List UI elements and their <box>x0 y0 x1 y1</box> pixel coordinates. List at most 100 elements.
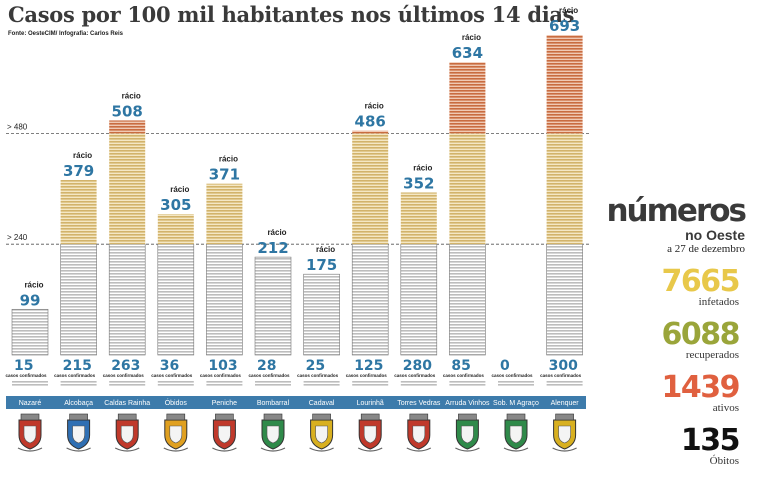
bar-segment-low <box>11 308 49 356</box>
ratio-value: 175 <box>306 256 337 274</box>
bar-segment-low <box>157 243 195 356</box>
confirmed-value: 263 <box>111 358 140 374</box>
confirmed-value: 85 <box>451 358 470 374</box>
ratio-value: 693 <box>549 17 580 35</box>
ratio-caption: rácio <box>73 151 92 160</box>
confirmed-value: 300 <box>549 358 578 374</box>
confirmed-label: casos confirmados <box>443 373 485 378</box>
ratio-caption: rácio <box>559 6 578 15</box>
threshold-label: > 240 <box>7 233 28 242</box>
confirmed-value: 215 <box>63 358 92 374</box>
peniche-crest-icon <box>212 413 237 452</box>
ratio-caption: rácio <box>462 33 481 42</box>
municipality-label: Peniche <box>212 400 237 407</box>
confirmed-value: 28 <box>257 358 276 374</box>
stat-active-label: ativos <box>712 402 739 414</box>
baseline-stripe <box>60 380 97 386</box>
ratio-caption: rácio <box>122 91 141 100</box>
baseline-stripe <box>157 380 194 386</box>
sobral-crest-icon <box>503 413 529 452</box>
bar-segment-mid <box>157 214 194 245</box>
ratio-caption: rácio <box>365 102 384 111</box>
confirmed-label: casos confirmados <box>103 373 145 378</box>
bar-segment-high <box>109 120 146 134</box>
confirmed-label: casos confirmados <box>200 373 242 378</box>
bar-segment-mid <box>400 192 437 245</box>
municipality-label: Caldas Rainha <box>104 400 150 407</box>
confirmed-value: 25 <box>306 358 325 374</box>
obidos-crest-icon <box>163 413 189 452</box>
threshold-label: > 480 <box>7 122 28 131</box>
confirmed-value: 125 <box>354 358 383 374</box>
ratio-value: 379 <box>63 162 94 180</box>
ratio-value: 352 <box>403 174 434 192</box>
confirmed-label: casos confirmados <box>54 373 96 378</box>
bar-segment-mid <box>60 179 97 245</box>
stat-active-value: 1439 <box>661 370 741 405</box>
municipality-label: Lourinhã <box>357 400 384 407</box>
bar-segment-low <box>206 243 243 356</box>
baseline-stripe <box>352 380 389 386</box>
bar-segment-mid <box>109 133 146 245</box>
baseline-stripe <box>449 380 486 386</box>
municipality-label: Alenquer <box>551 400 580 407</box>
bar-segment-low <box>60 243 97 356</box>
arruda-vinhos-crest-icon <box>455 413 480 452</box>
municipality-label: Alcobaça <box>64 400 93 407</box>
ratio-caption: rácio <box>267 228 286 237</box>
summary-heading: números <box>606 193 747 229</box>
bar-segment-low <box>254 256 292 356</box>
ratio-value: 486 <box>355 113 386 131</box>
nazare-crest-icon <box>17 413 43 452</box>
bar-segment-high <box>449 62 486 134</box>
bar-segment-mid <box>449 133 486 245</box>
bar-segment-mid <box>546 133 583 245</box>
confirmed-label: casos confirmados <box>5 373 47 378</box>
municipality-label: Nazaré <box>19 400 42 407</box>
confirmed-label: casos confirmados <box>297 373 339 378</box>
baseline-stripe <box>498 380 534 386</box>
baseline-stripe <box>12 380 48 386</box>
bar-segment-low <box>303 273 340 356</box>
alenquer-crest-icon <box>552 413 577 452</box>
bar-segment-high <box>546 35 583 134</box>
stat-recovered-label: recuperados <box>685 349 739 361</box>
baseline-stripe <box>109 380 146 386</box>
torres-vedras-crest-icon <box>406 413 432 452</box>
stat-infected-label: infetados <box>698 296 739 308</box>
lourinha-crest-icon <box>357 413 383 452</box>
alcobaca-crest-icon <box>66 413 91 452</box>
confirmed-label: casos confirmados <box>394 373 436 378</box>
confirmed-value: 15 <box>14 358 33 374</box>
summary-date: a 27 de dezembro <box>667 243 745 255</box>
bar-segment-low <box>351 243 389 356</box>
confirmed-label: casos confirmados <box>248 373 290 378</box>
caldas-rainha-crest-icon <box>114 413 140 452</box>
ratio-value: 212 <box>257 239 288 257</box>
ratio-caption: rácio <box>413 163 432 172</box>
chart-source: Fonte: OesteCIM/ Infografia: Carlos Reis <box>8 31 124 37</box>
ratio-value: 305 <box>160 196 191 214</box>
ratio-caption: rácio <box>316 245 335 254</box>
ratio-value: 99 <box>20 291 41 309</box>
ratio-value: 371 <box>209 166 240 184</box>
stat-deaths-label: Óbitos <box>709 455 739 467</box>
bar-segment-low <box>400 243 438 356</box>
bar-segment-mid <box>206 183 243 245</box>
confirmed-label: casos confirmados <box>491 373 533 378</box>
baseline-stripe <box>206 380 243 386</box>
confirmed-label: casos confirmados <box>151 373 193 378</box>
confirmed-value: 103 <box>208 358 237 374</box>
bar-segment-low <box>449 243 486 356</box>
confirmed-value: 280 <box>403 358 432 374</box>
bar-segment-low <box>546 243 583 356</box>
cadaval-crest-icon <box>309 413 334 452</box>
municipality-strip <box>6 396 586 409</box>
baseline-stripe <box>400 380 437 386</box>
ratio-value: 508 <box>112 102 143 120</box>
summary-panel: números no Oeste a 27 de dezembro 7665 i… <box>595 193 747 467</box>
municipality-label: Cadaval <box>309 400 335 407</box>
stat-recovered-value: 6088 <box>661 317 741 352</box>
baseline-stripe <box>255 380 291 386</box>
